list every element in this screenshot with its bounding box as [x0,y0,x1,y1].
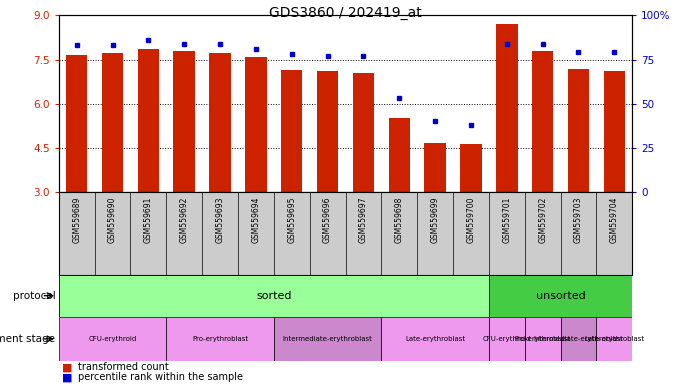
Text: ■: ■ [62,372,73,382]
Bar [102,53,123,192]
Bar [489,275,632,317]
Text: GSM559693: GSM559693 [216,196,225,243]
Bar [274,317,381,361]
Bar [173,51,195,192]
Text: GSM559696: GSM559696 [323,196,332,243]
Bar [281,70,303,192]
Bar [381,317,489,361]
Text: CFU-erythroid: CFU-erythroid [483,336,531,342]
Bar [316,71,339,192]
Text: GSM559700: GSM559700 [466,196,475,243]
Text: GDS3860 / 202419_at: GDS3860 / 202419_at [269,6,422,20]
Text: GSM559691: GSM559691 [144,196,153,243]
Text: Intermediate-erythroblast: Intermediate-erythroblast [533,336,623,342]
Bar [489,317,524,361]
Bar [66,55,87,192]
Text: CFU-erythroid: CFU-erythroid [88,336,137,342]
Text: ■: ■ [62,362,73,372]
Text: GSM559702: GSM559702 [538,196,547,243]
Bar [568,69,589,192]
Text: GSM559698: GSM559698 [395,196,404,243]
Text: GSM559703: GSM559703 [574,196,583,243]
Bar [603,71,625,192]
Bar [524,317,560,361]
Text: Late-erythroblast: Late-erythroblast [405,336,465,342]
Bar [460,144,482,192]
Text: GSM559692: GSM559692 [180,196,189,243]
Text: development stage: development stage [0,334,55,344]
Text: Intermediate-erythroblast: Intermediate-erythroblast [283,336,372,342]
Text: Pro-erythroblast: Pro-erythroblast [192,336,248,342]
Bar [424,142,446,192]
Bar [59,317,167,361]
Text: GSM559704: GSM559704 [610,196,619,243]
Text: sorted: sorted [256,291,292,301]
Text: GSM559701: GSM559701 [502,196,511,243]
Text: protocol: protocol [12,291,55,301]
Text: GSM559695: GSM559695 [287,196,296,243]
Text: unsorted: unsorted [536,291,585,301]
Bar [138,49,159,192]
Bar [496,23,518,192]
Text: Late-erythroblast: Late-erythroblast [585,336,645,342]
Text: GSM559697: GSM559697 [359,196,368,243]
Bar [352,73,374,192]
Text: Pro-erythroblast: Pro-erythroblast [515,336,571,342]
Bar [167,317,274,361]
Text: percentile rank within the sample: percentile rank within the sample [78,372,243,382]
Text: GSM559690: GSM559690 [108,196,117,243]
Bar [560,317,596,361]
Bar [388,118,410,192]
Text: GSM559694: GSM559694 [252,196,261,243]
Bar [209,53,231,192]
Bar [532,51,553,192]
Bar [59,275,489,317]
Bar [245,57,267,192]
Text: transformed count: transformed count [78,362,169,372]
Text: GSM559689: GSM559689 [72,196,81,243]
Bar [596,317,632,361]
Text: GSM559699: GSM559699 [430,196,439,243]
